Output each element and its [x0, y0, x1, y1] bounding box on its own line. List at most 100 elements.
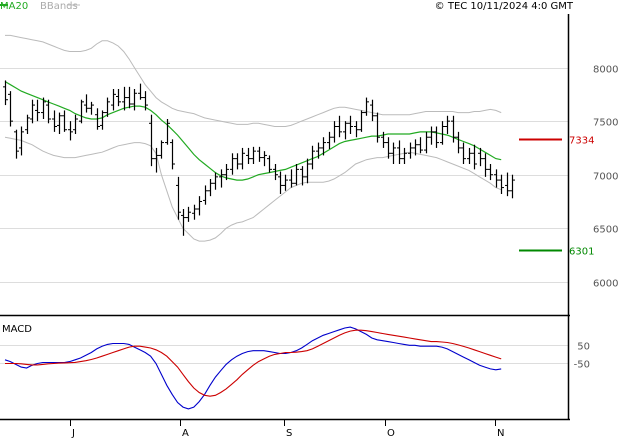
ohlc-bar: [348, 115, 353, 134]
ohlc-bar: [127, 86, 132, 109]
ohlc-bar: [203, 185, 208, 205]
ohlc-bar: [251, 146, 256, 164]
ohlc-bar: [408, 142, 413, 159]
ohlc-bar: [3, 80, 8, 106]
ohlc-bar: [230, 153, 235, 175]
ohlc-bar: [418, 137, 423, 154]
price-y-tick-label: 6000: [593, 279, 618, 290]
ohlc-bar: [354, 121, 359, 138]
chart-header: MA20 BBands © TEC 10/11/2024 4:0 GMT: [0, 1, 574, 12]
ohlc-bar: [332, 121, 337, 143]
ohlc-bar: [273, 164, 278, 181]
ohlc-bar: [510, 174, 515, 199]
ohlc-bar: [483, 153, 488, 177]
price-y-tick-label: 6500: [593, 225, 618, 236]
signal-line: [5, 329, 502, 397]
ohlc-bar: [84, 94, 89, 113]
ohlc-bar: [359, 110, 364, 132]
macd-y-tick-label: 50: [577, 342, 590, 353]
ohlc-bar: [176, 176, 181, 220]
ohlc-bar: [105, 97, 110, 117]
ohlc-bar: [494, 169, 499, 188]
price-panel: 8000 7500 7000 6500 6000 7334 6301: [0, 34, 618, 290]
ohlc-bar: [111, 89, 116, 111]
ohlc-bar: [375, 112, 380, 143]
ohlc-bar: [224, 164, 229, 181]
ohlc-bar: [505, 172, 510, 197]
chart-frame: [0, 14, 570, 421]
ohlc-bar: [488, 164, 493, 181]
ohlc-bar: [289, 169, 294, 188]
ohlc-bar: [305, 158, 310, 184]
ohlc-bar: [62, 110, 67, 132]
ohlc-bar: [95, 108, 100, 130]
ohlc-bar: [89, 101, 94, 115]
ohlc-bar: [143, 91, 148, 111]
ohlc-bar: [402, 147, 407, 164]
macd-panel: MACD 50 -50: [0, 324, 590, 410]
x-axis-month-label: N: [497, 428, 504, 439]
ohlc-bar: [79, 99, 84, 124]
ohlc-bar: [283, 174, 288, 191]
ohlc-bar: [8, 91, 13, 127]
ohlc-bar: [208, 179, 213, 197]
ma20-series-line: [4, 80, 502, 181]
price-bars: [3, 80, 515, 236]
ohlc-bar: [240, 147, 245, 170]
ohlc-bar: [100, 110, 105, 130]
ohlc-bar: [337, 115, 342, 138]
price-y-tick-label: 8000: [593, 65, 618, 76]
price-y-axis-labels: 8000 7500 7000 6500 6000: [593, 65, 618, 290]
ohlc-bar: [472, 144, 477, 170]
ohlc-bar: [165, 119, 170, 145]
ohlc-bar: [213, 172, 218, 190]
ohlc-bar: [434, 126, 439, 148]
price-y-tick-label: 7500: [593, 118, 618, 129]
ohlc-bar: [391, 142, 396, 164]
ohlc-bar: [52, 110, 57, 132]
ohlc-bar: [116, 89, 121, 107]
ohlc-bar: [57, 112, 62, 134]
bbands-legend-label: BBands: [40, 1, 78, 12]
ohlc-bar: [219, 169, 224, 188]
x-axis-month-label: A: [182, 428, 189, 439]
ohlc-bar: [262, 151, 267, 167]
ohlc-bar: [170, 139, 175, 170]
ohlc-bar: [456, 131, 461, 154]
price-y-tick-label: 7000: [593, 172, 618, 183]
resistance-level-label: 7334: [569, 136, 594, 147]
ohlc-bar: [197, 196, 202, 216]
ohlc-bar: [343, 121, 348, 140]
ohlc-bar: [397, 140, 402, 164]
x-axis-month-label: O: [387, 428, 395, 439]
bollinger-bands: [4, 34, 502, 242]
ohlc-bar: [440, 121, 445, 145]
ohlc-bar: [68, 121, 73, 141]
macd-grid: [0, 345, 568, 364]
ohlc-bar: [429, 126, 434, 145]
ohlc-bar: [300, 166, 305, 186]
ohlc-bar: [41, 97, 46, 119]
ohlc-bar: [186, 206, 191, 222]
ohlc-bar: [424, 131, 429, 154]
ohlc-bar: [310, 145, 315, 170]
ohlc-bar: [451, 115, 456, 143]
ohlc-bar: [364, 97, 369, 116]
support-level-label: 6301: [569, 247, 594, 258]
ohlc-bar: [73, 114, 78, 134]
ohlc-bar: [386, 137, 391, 159]
macd-line: [4, 326, 502, 410]
ohlc-bar: [499, 174, 504, 194]
ohlc-bar: [122, 86, 127, 111]
ma20-legend-label: MA20: [0, 1, 28, 12]
ohlc-bar: [381, 131, 386, 148]
ohlc-bar: [246, 147, 251, 164]
x-axis-month-label: S: [286, 428, 292, 439]
ohlc-bar: [159, 140, 164, 159]
ohlc-bar: [445, 115, 450, 134]
ohlc-bar: [46, 99, 51, 124]
ohlc-bar: [461, 142, 466, 164]
